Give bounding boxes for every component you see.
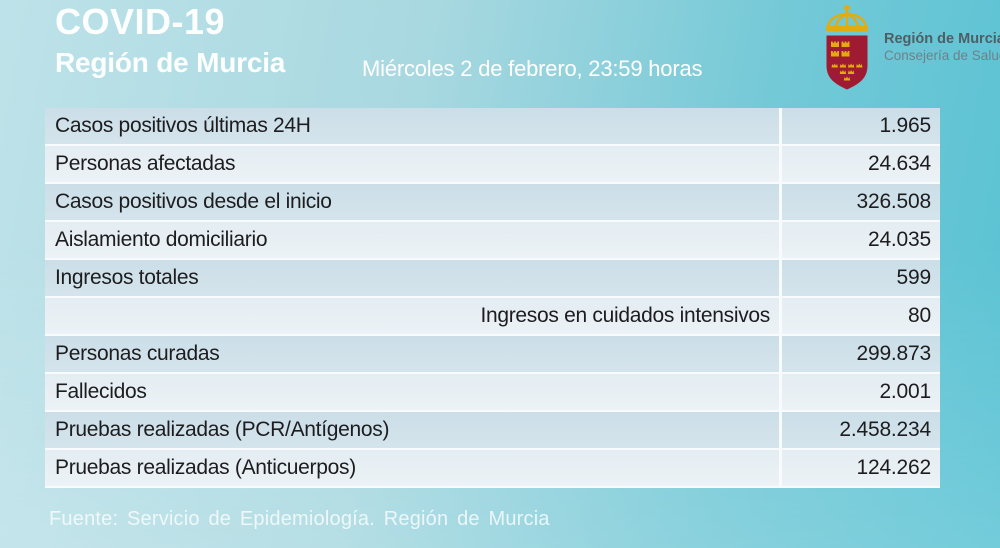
murcia-coat-of-arms-icon <box>820 5 874 93</box>
page-subtitle: Región de Murcia <box>55 47 286 78</box>
table-row: Pruebas realizadas (Anticuerpos) 124.262 <box>45 450 940 488</box>
row-value: 24.634 <box>779 146 940 182</box>
crown-icon <box>826 5 868 32</box>
logo-dept-name: Consejería de Salud <box>884 48 1000 63</box>
page-title: COVID-19 <box>55 1 226 42</box>
table-row: Casos positivos desde el inicio 326.508 <box>45 184 940 222</box>
row-label: Aislamiento domiciliario <box>55 228 268 251</box>
table-row: Casos positivos últimas 24H 1.965 <box>45 108 940 146</box>
row-label: Ingresos totales <box>55 266 199 289</box>
table-row: Aislamiento domiciliario 24.035 <box>45 222 940 260</box>
row-value: 80 <box>779 298 940 334</box>
row-value: 1.965 <box>779 108 940 144</box>
row-label: Pruebas realizadas (Anticuerpos) <box>55 456 356 479</box>
row-label: Casos positivos últimas 24H <box>55 114 311 137</box>
row-label: Ingresos en cuidados intensivos <box>480 304 770 327</box>
row-label: Fallecidos <box>55 380 147 403</box>
table-row: Ingresos en cuidados intensivos 80 <box>45 298 940 336</box>
table-row: Fallecidos 2.001 <box>45 374 940 412</box>
shield-icon <box>826 35 868 90</box>
table-row: Personas curadas 299.873 <box>45 336 940 374</box>
row-value: 599 <box>779 260 940 296</box>
row-value: 299.873 <box>779 336 940 372</box>
stats-table: Casos positivos últimas 24H 1.965 Person… <box>45 108 940 488</box>
row-value: 2.001 <box>779 374 940 410</box>
logo-org-name: Región de Murcia <box>884 31 1000 47</box>
source-note: Fuente: Servicio de Epidemiología. Regió… <box>49 508 550 530</box>
table-row: Ingresos totales 599 <box>45 260 940 298</box>
report-datetime: Miércoles 2 de febrero, 23:59 horas <box>362 56 703 81</box>
table-row: Pruebas realizadas (PCR/Antígenos) 2.458… <box>45 412 940 450</box>
logo-text: Región de Murcia Consejería de Salud <box>884 31 1000 64</box>
row-value: 124.262 <box>779 450 940 486</box>
row-value: 326.508 <box>779 184 940 220</box>
table-row: Personas afectadas 24.634 <box>45 146 940 184</box>
row-label: Personas afectadas <box>55 152 236 175</box>
row-value: 2.458.234 <box>779 412 940 448</box>
row-value: 24.035 <box>779 222 940 258</box>
row-label: Pruebas realizadas (PCR/Antígenos) <box>55 418 390 441</box>
row-label: Personas curadas <box>55 342 220 365</box>
row-label: Casos positivos desde el inicio <box>55 190 332 213</box>
